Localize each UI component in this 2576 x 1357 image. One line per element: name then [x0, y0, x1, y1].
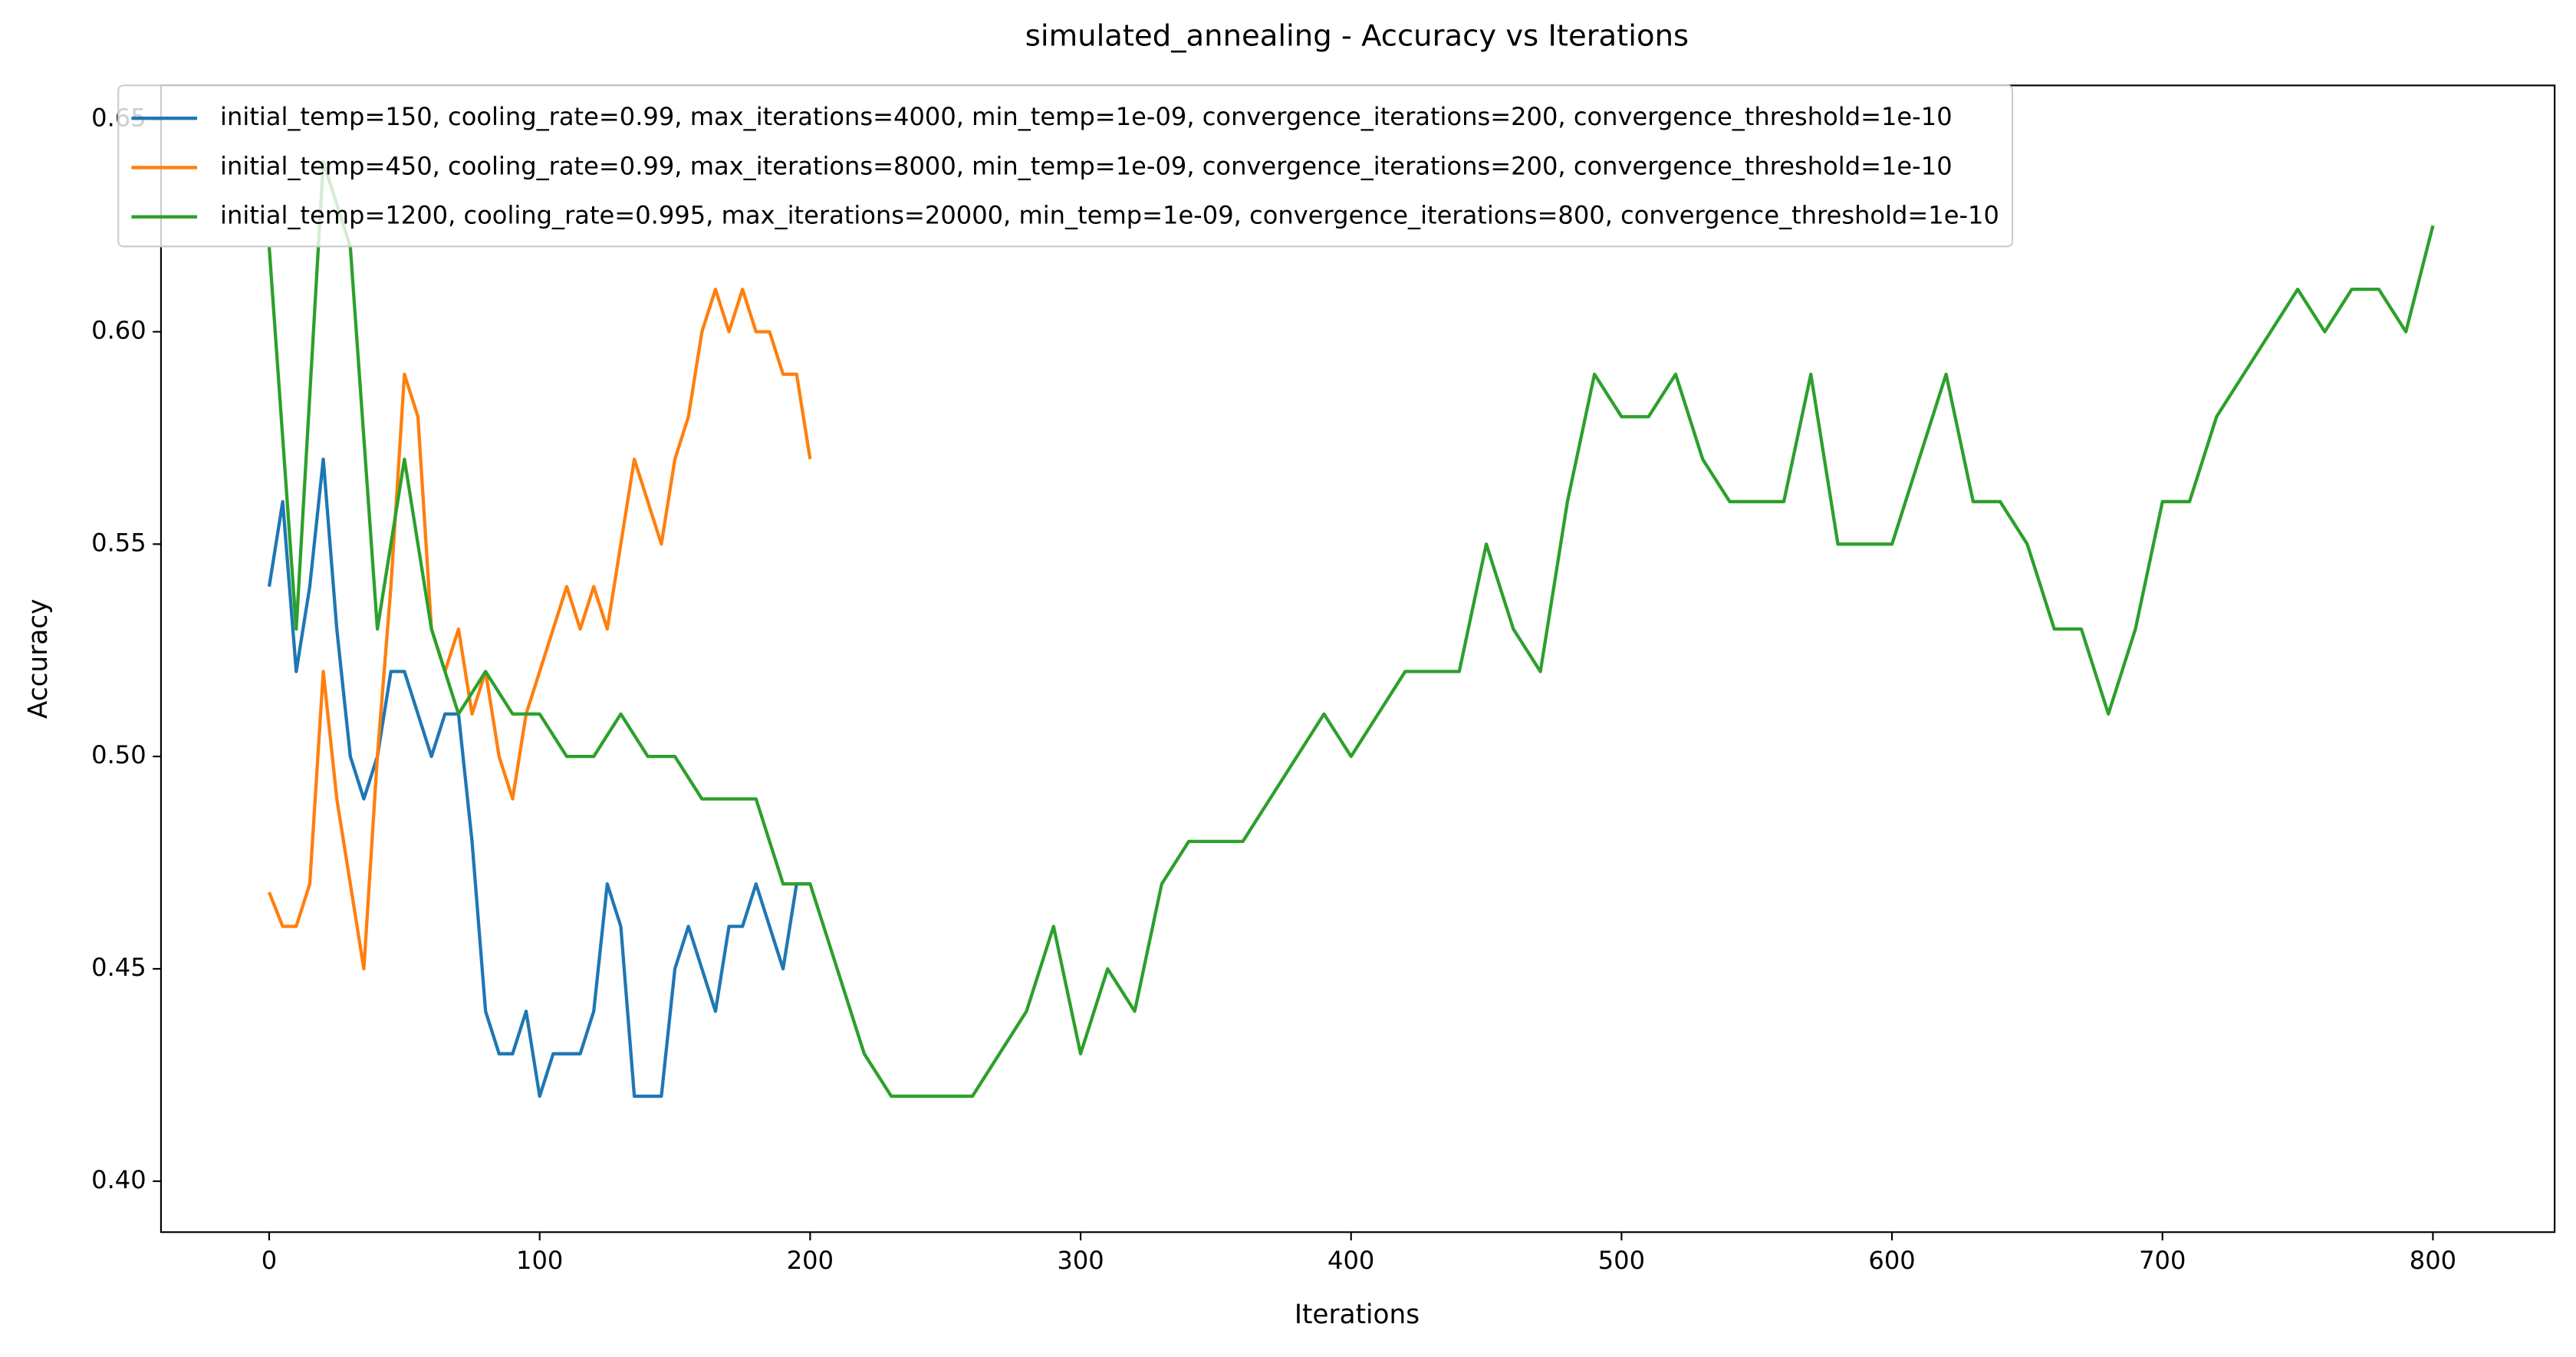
x-tick-label: 500 [1598, 1246, 1645, 1275]
series-line [267, 160, 2435, 1098]
series-line [267, 457, 811, 1098]
x-tick-label: 700 [2139, 1246, 2186, 1275]
x-tick-label: 300 [1057, 1246, 1104, 1275]
y-tick-label: 0.50 [91, 740, 146, 769]
x-tick-label: 200 [787, 1246, 834, 1275]
x-tick-label: 400 [1327, 1246, 1374, 1275]
y-tick-label: 0.45 [91, 953, 146, 982]
x-tick-label: 800 [2410, 1246, 2456, 1275]
x-tick-label: 600 [1868, 1246, 1915, 1275]
legend-label: initial_temp=150, cooling_rate=0.99, max… [220, 102, 1953, 131]
x-tick-label: 100 [516, 1246, 563, 1275]
y-axis-label: Accuracy [23, 599, 54, 719]
y-tick-label: 0.60 [91, 315, 146, 344]
legend: initial_temp=150, cooling_rate=0.99, max… [117, 84, 2014, 248]
chart-title: simulated_annealing - Accuracy vs Iterat… [1025, 19, 1689, 54]
legend-label: initial_temp=450, cooling_rate=0.99, max… [220, 151, 1953, 180]
x-tick-label: 0 [262, 1246, 277, 1275]
series-line [268, 287, 812, 971]
x-axis-label: Iterations [1295, 1299, 1420, 1330]
y-tick-label: 0.40 [91, 1165, 146, 1194]
legend-label: initial_temp=1200, cooling_rate=0.995, m… [220, 201, 1999, 230]
legend-box [117, 84, 2014, 248]
y-tick-label: 0.55 [91, 528, 146, 557]
